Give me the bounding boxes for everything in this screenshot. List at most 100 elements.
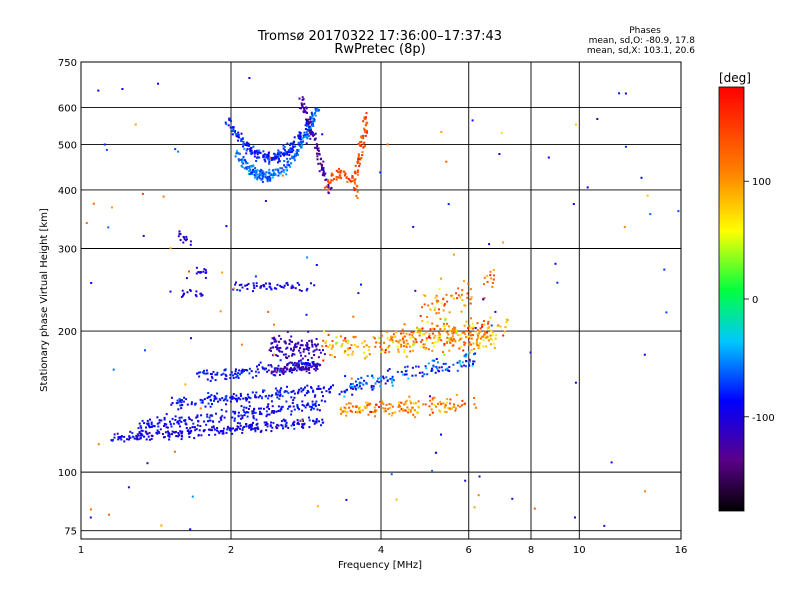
echo-point <box>406 369 408 372</box>
echo-point <box>297 364 299 367</box>
echo-point <box>296 406 299 409</box>
echo-point <box>297 142 300 145</box>
echo-point <box>277 161 279 164</box>
echo-point <box>229 396 232 399</box>
echo-point <box>358 385 361 388</box>
echo-point <box>291 368 294 371</box>
echo-point <box>448 311 451 314</box>
echo-point <box>273 410 276 413</box>
echo-point <box>225 225 228 228</box>
echo-point <box>306 256 309 259</box>
echo-point <box>367 413 370 416</box>
echo-point <box>302 111 305 114</box>
echo-point <box>235 394 238 397</box>
echo-point <box>300 102 303 105</box>
echo-point <box>343 395 346 398</box>
echo-point <box>392 341 395 344</box>
echo-point <box>262 172 265 175</box>
echo-point <box>470 317 472 320</box>
echo-point <box>293 136 296 139</box>
echo-point <box>305 122 308 125</box>
echo-point <box>272 353 275 356</box>
echo-point <box>437 311 440 314</box>
echo-point <box>171 402 174 404</box>
echo-point <box>485 336 488 339</box>
echo-point <box>446 340 449 343</box>
echo-point <box>431 332 434 335</box>
echo-point <box>434 451 437 454</box>
echo-point <box>447 333 450 336</box>
echo-point <box>331 179 334 182</box>
echo-point <box>308 346 311 349</box>
echo-point <box>286 152 288 155</box>
echo-point <box>232 128 235 131</box>
echo-point <box>448 370 451 372</box>
echo-point <box>344 407 347 410</box>
echo-point <box>274 387 277 390</box>
echo-point <box>478 332 481 335</box>
echo-point <box>477 344 480 347</box>
echo-point <box>146 419 149 422</box>
echo-point <box>282 169 285 172</box>
echo-point <box>412 349 414 352</box>
echo-point <box>285 166 288 169</box>
echo-point <box>380 401 383 404</box>
echo-point <box>379 171 382 174</box>
echo-point <box>302 362 304 365</box>
echo-point <box>500 132 503 135</box>
echo-point <box>281 167 284 170</box>
echo-point <box>362 383 365 386</box>
echo-point <box>179 404 182 407</box>
echo-point <box>351 405 354 408</box>
echo-point <box>409 350 412 353</box>
echo-point <box>237 376 240 379</box>
echo-point <box>279 167 282 170</box>
echo-point <box>214 428 216 431</box>
echo-point <box>315 147 318 150</box>
echo-point <box>239 424 242 427</box>
echo-point <box>246 141 249 144</box>
echo-point <box>212 425 215 428</box>
echo-point <box>302 348 305 351</box>
echo-point <box>378 336 381 339</box>
echo-point <box>468 324 471 327</box>
echo-point <box>391 375 394 378</box>
echo-point <box>249 424 252 427</box>
echo-point <box>255 427 258 430</box>
echo-point <box>266 370 269 373</box>
echo-point <box>382 407 385 410</box>
echo-point <box>343 351 346 354</box>
echo-point <box>318 349 321 351</box>
echo-point <box>281 371 284 374</box>
echo-point <box>199 398 202 401</box>
echo-point <box>366 375 369 377</box>
echo-point <box>317 147 320 150</box>
echo-point <box>361 136 364 139</box>
echo-point <box>189 289 192 291</box>
echo-point <box>349 402 352 405</box>
echo-point <box>237 152 239 155</box>
echo-point <box>267 310 270 313</box>
echo-point <box>314 343 316 346</box>
echo-point <box>487 320 490 323</box>
echo-point <box>284 353 287 356</box>
echo-point <box>329 387 332 390</box>
echo-point <box>117 436 120 439</box>
echo-point <box>264 176 267 179</box>
echo-point <box>461 361 464 364</box>
echo-point <box>665 311 668 314</box>
echo-point <box>257 396 260 399</box>
echo-point <box>372 376 375 379</box>
echo-point <box>389 377 392 380</box>
echo-point <box>333 178 335 180</box>
echo-point <box>317 356 320 359</box>
echo-point <box>364 118 367 121</box>
echo-point <box>158 421 161 424</box>
echo-point <box>279 346 282 349</box>
echo-point <box>217 430 220 433</box>
echo-point <box>474 330 477 333</box>
echo-point <box>338 167 340 170</box>
echo-point <box>206 413 209 416</box>
echo-point <box>148 438 151 441</box>
echo-point <box>374 410 377 413</box>
